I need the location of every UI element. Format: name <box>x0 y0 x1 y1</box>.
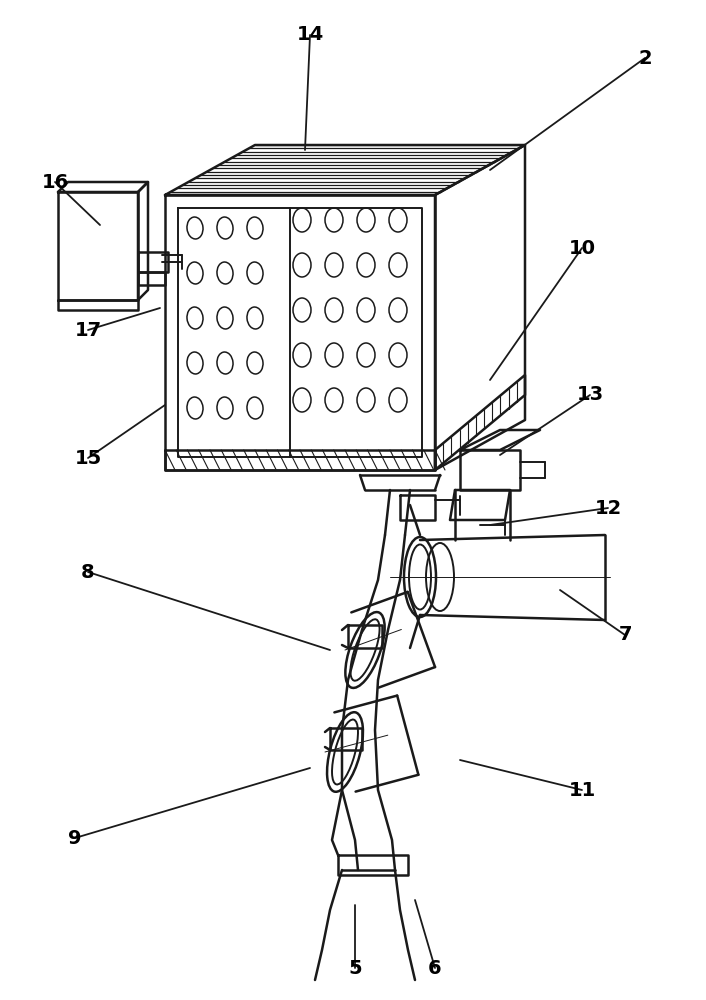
Text: 5: 5 <box>348 958 361 978</box>
Text: 7: 7 <box>618 626 632 645</box>
Text: 12: 12 <box>594 498 621 518</box>
Text: 13: 13 <box>576 385 604 404</box>
Text: 8: 8 <box>81 562 95 582</box>
Text: 11: 11 <box>568 780 596 800</box>
Text: 14: 14 <box>297 25 323 44</box>
Text: 2: 2 <box>638 48 652 68</box>
Text: 16: 16 <box>42 172 68 192</box>
Text: 15: 15 <box>74 448 102 468</box>
Text: 9: 9 <box>68 828 82 848</box>
Text: 10: 10 <box>568 238 595 257</box>
Text: 17: 17 <box>74 320 102 340</box>
Text: 6: 6 <box>428 958 442 978</box>
